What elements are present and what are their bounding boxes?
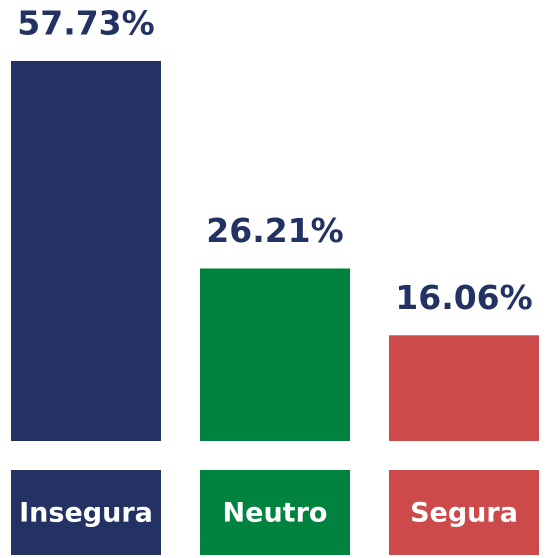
category-box xyxy=(389,470,539,555)
category-label: Segura xyxy=(410,498,518,529)
bar xyxy=(11,61,161,441)
bar xyxy=(389,335,539,441)
value-label: 26.21% xyxy=(206,211,343,250)
category-box xyxy=(200,470,350,555)
category-label: Insegura xyxy=(19,498,153,529)
bar xyxy=(200,268,350,441)
category-box xyxy=(11,470,161,555)
value-label: 57.73% xyxy=(17,4,154,43)
value-label: 16.06% xyxy=(395,278,532,317)
category-label: Neutro xyxy=(223,498,328,529)
